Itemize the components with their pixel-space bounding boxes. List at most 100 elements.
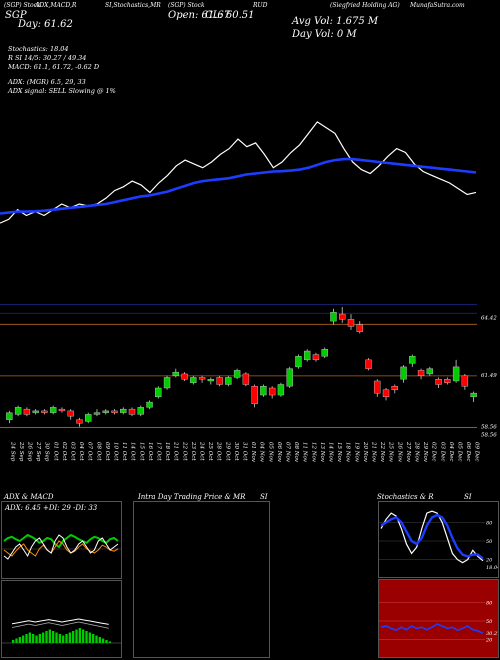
candle-down <box>23 408 31 415</box>
day-vol-label: Day Vol: 0 M <box>292 29 357 40</box>
macd-bar <box>42 632 45 643</box>
macd-bar <box>22 635 25 643</box>
macd-bar <box>12 640 15 643</box>
stoch-axis-label: 18.04 <box>486 565 498 571</box>
date-label: 15 Oct <box>138 442 144 461</box>
ema-line <box>0 157 477 215</box>
macd-bar <box>108 641 111 643</box>
macd-bar <box>102 638 105 643</box>
macd-panel <box>1 580 122 658</box>
header-seg-5: (Siegfried Holding AG) <box>330 2 400 9</box>
candle-down <box>76 419 83 424</box>
candle-up <box>295 356 302 368</box>
stoch-axis-label: 20 <box>485 558 493 564</box>
candle-down <box>347 319 355 327</box>
intra-panel-si: SI <box>260 493 268 501</box>
date-label: 04 Oct <box>78 442 84 461</box>
date-label: 03 Dec <box>439 442 445 462</box>
date-label: 18 Oct <box>164 442 170 461</box>
candle-up <box>137 407 144 415</box>
header-seg-3: (SGP) Stock <box>168 2 205 9</box>
macd-bar <box>35 635 38 643</box>
macd-bar <box>68 632 71 643</box>
date-label: 30 Oct <box>233 442 239 461</box>
candle-up <box>426 368 434 375</box>
macd-bar <box>95 635 98 643</box>
macd-bar <box>48 629 51 643</box>
adx-panel: ADX: 6.45 +DI: 29 -DI: 33 <box>1 501 122 579</box>
candle-down <box>41 410 48 413</box>
date-label: 24 Oct <box>199 441 205 461</box>
adx-minus-di-line <box>3 540 119 557</box>
adx-line <box>3 534 119 560</box>
candle-down <box>374 380 381 394</box>
date-label: 06 Dec <box>465 442 471 462</box>
macd-line <box>11 618 109 625</box>
adx-lines-chart <box>2 533 121 560</box>
header-seg-1: ADX,MACD,R <box>35 2 77 9</box>
candle-up <box>225 377 232 385</box>
macd-bar <box>15 638 18 643</box>
rsi-axis-label: 30.27 <box>486 631 498 637</box>
header-seg-4: RUD <box>253 2 268 9</box>
macd-bar <box>58 634 61 643</box>
date-label: 19 Nov <box>353 442 359 463</box>
rsi-line <box>380 623 484 635</box>
candle-down <box>461 375 469 387</box>
candle-down <box>58 408 66 412</box>
candle-up <box>321 349 328 357</box>
macd-bar <box>32 634 35 643</box>
candle-down <box>382 389 390 398</box>
macd-bar <box>82 629 85 643</box>
macd-bar <box>55 632 58 643</box>
price-axis-label: 58.56 <box>481 432 497 438</box>
day-label: Day: 61.62 <box>18 19 73 30</box>
candle-up <box>172 371 180 376</box>
candle-up <box>14 407 22 415</box>
candle-up <box>330 312 337 322</box>
date-label: 31 Oct <box>242 442 248 461</box>
date-label: 20 Nov <box>362 441 368 463</box>
macd-bar <box>92 634 95 643</box>
date-label: 27 Nov <box>405 441 411 463</box>
candle-down <box>242 373 250 385</box>
ticker-label: SGP <box>5 10 27 21</box>
candle-up <box>260 386 267 396</box>
candle-up <box>286 368 293 387</box>
rsi-axis-label: 50 <box>486 619 493 625</box>
candle-up <box>6 412 13 420</box>
candle-up <box>102 410 109 413</box>
candle-down <box>181 373 188 380</box>
candle-up <box>146 401 153 408</box>
candle-up <box>452 366 460 382</box>
macd-bar <box>78 628 81 643</box>
macd-bar <box>75 629 78 643</box>
candle-down <box>339 313 346 320</box>
date-label: 04 Nov <box>259 442 265 463</box>
price-axis-label: 64.42 <box>481 315 497 321</box>
candle-up <box>120 408 127 413</box>
rsi-axis-label: 80 <box>486 600 493 606</box>
date-label: 30 Sep <box>44 442 50 462</box>
stoch-panel-si: SI <box>464 493 472 501</box>
candle-up <box>303 350 311 361</box>
price-ema-chart <box>0 121 477 224</box>
candle-up <box>277 384 285 396</box>
date-label: 17 Oct <box>156 442 162 461</box>
date-label: 09 Oct <box>104 442 110 461</box>
date-label: 10 Oct <box>113 442 119 461</box>
candle-down <box>67 410 74 417</box>
price-line <box>0 121 477 224</box>
macd-bar <box>28 632 31 643</box>
date-label: 06 Nov <box>276 442 282 463</box>
date-label: 14 Nov <box>328 442 334 463</box>
date-label: 08 Oct <box>95 442 101 461</box>
indicator-summary: Stochastics: 18.04 R SI 14/5: 30.27 / 49… <box>8 44 116 97</box>
date-label: 26 Sep <box>27 441 33 462</box>
date-label: 25 Nov <box>388 441 394 463</box>
date-label: 21 Oct <box>173 441 179 461</box>
candle-up <box>400 366 407 380</box>
